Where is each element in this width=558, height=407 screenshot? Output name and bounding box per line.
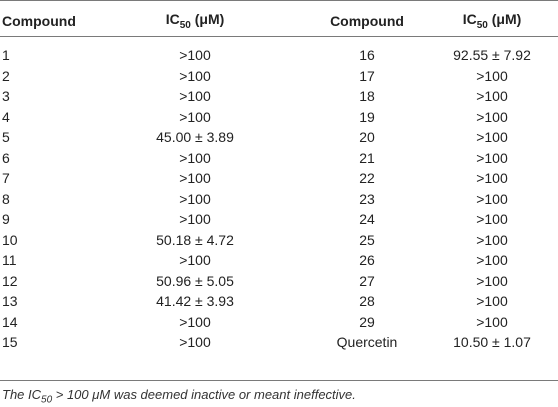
table-row: 5 45.00 ± 3.89 20 >100 bbox=[0, 127, 558, 148]
ic50-cell: >100 bbox=[476, 293, 508, 310]
ic50-cell: >100 bbox=[476, 211, 508, 228]
ic50-table: Compound IC50 (μM) Compound IC50 (μM) 1 >… bbox=[0, 5, 558, 356]
compound-cell: 6 bbox=[2, 149, 10, 166]
ic50-cell: >100 bbox=[179, 47, 211, 64]
table-row: 1 >100 16 92.55 ± 7.92 bbox=[0, 37, 558, 66]
ic50-cell: >100 bbox=[476, 231, 508, 248]
compound-cell: 1 bbox=[2, 47, 10, 64]
ic50-cell: >100 bbox=[476, 129, 508, 146]
table-row: 2 >100 17 >100 bbox=[0, 66, 558, 87]
header-compound-left: Compound bbox=[2, 12, 76, 29]
ic50-cell: >100 bbox=[476, 67, 508, 84]
ic50-cell: >100 bbox=[179, 170, 211, 187]
ic50-cell: 10.50 ± 1.07 bbox=[453, 334, 531, 351]
table-row: 4 >100 19 >100 bbox=[0, 107, 558, 128]
table-row: 14 >100 29 >100 bbox=[0, 312, 558, 333]
compound-cell: 15 bbox=[2, 334, 18, 351]
table-row: 13 41.42 ± 3.93 28 >100 bbox=[0, 291, 558, 312]
compound-cell: 23 bbox=[359, 190, 375, 207]
header-row: Compound IC50 (μM) Compound IC50 (μM) bbox=[0, 5, 558, 37]
table-row: 8 >100 23 >100 bbox=[0, 189, 558, 210]
compound-cell: 18 bbox=[359, 88, 375, 105]
compound-cell: 28 bbox=[359, 293, 375, 310]
compound-cell: 10 bbox=[2, 231, 18, 248]
ic50-cell: >100 bbox=[179, 313, 211, 330]
table-footnote: The IC50 > 100 μM was deemed inactive or… bbox=[2, 387, 356, 406]
compound-cell: 7 bbox=[2, 170, 10, 187]
ic50-cell: >100 bbox=[476, 108, 508, 125]
table-row: 11 >100 26 >100 bbox=[0, 250, 558, 271]
compound-cell: Quercetin bbox=[336, 334, 398, 351]
compound-cell: 12 bbox=[2, 272, 18, 289]
compound-cell: 19 bbox=[359, 108, 375, 125]
compound-cell: 8 bbox=[2, 190, 10, 207]
ic50-cell: 92.55 ± 7.92 bbox=[453, 47, 531, 64]
compound-cell: 17 bbox=[359, 67, 375, 84]
compound-cell: 9 bbox=[2, 211, 10, 228]
ic50-cell: >100 bbox=[179, 190, 211, 207]
compound-cell: 2 bbox=[2, 67, 10, 84]
compound-cell: 22 bbox=[359, 170, 375, 187]
compound-cell: 25 bbox=[359, 231, 375, 248]
table-row: 15 >100 Quercetin 10.50 ± 1.07 bbox=[0, 332, 558, 356]
compound-cell: 27 bbox=[359, 272, 375, 289]
compound-cell: 3 bbox=[2, 88, 10, 105]
compound-cell: 26 bbox=[359, 252, 375, 269]
table-top-rule bbox=[0, 0, 558, 1]
ic50-cell: 41.42 ± 3.93 bbox=[156, 293, 234, 310]
ic50-cell: >100 bbox=[179, 252, 211, 269]
table-row: 12 50.96 ± 5.05 27 >100 bbox=[0, 271, 558, 292]
header-ic50-left: IC50 (μM) bbox=[165, 10, 225, 31]
compound-cell: 14 bbox=[2, 313, 18, 330]
compound-cell: 20 bbox=[359, 129, 375, 146]
compound-cell: 4 bbox=[2, 108, 10, 125]
ic50-cell: >100 bbox=[476, 313, 508, 330]
ic50-cell: >100 bbox=[179, 149, 211, 166]
table-row: 10 50.18 ± 4.72 25 >100 bbox=[0, 230, 558, 251]
header-ic50-right: IC50 (μM) bbox=[462, 10, 522, 31]
ic50-cell: >100 bbox=[179, 334, 211, 351]
table-row: 9 >100 24 >100 bbox=[0, 209, 558, 230]
ic50-cell: >100 bbox=[179, 67, 211, 84]
table-row: 7 >100 22 >100 bbox=[0, 168, 558, 189]
ic50-cell: >100 bbox=[179, 88, 211, 105]
header-compound-right: Compound bbox=[330, 12, 404, 29]
ic50-cell: >100 bbox=[476, 149, 508, 166]
compound-cell: 5 bbox=[2, 129, 10, 146]
ic50-cell: >100 bbox=[179, 211, 211, 228]
table-row: 6 >100 21 >100 bbox=[0, 148, 558, 169]
ic50-cell: >100 bbox=[476, 170, 508, 187]
ic50-cell: >100 bbox=[179, 108, 211, 125]
ic50-cell: >100 bbox=[476, 272, 508, 289]
compound-cell: 29 bbox=[359, 313, 375, 330]
compound-cell: 11 bbox=[2, 252, 17, 269]
compound-cell: 24 bbox=[359, 211, 375, 228]
ic50-cell: >100 bbox=[476, 252, 508, 269]
ic50-cell: >100 bbox=[476, 88, 508, 105]
compound-cell: 16 bbox=[359, 47, 375, 64]
compound-cell: 13 bbox=[2, 293, 18, 310]
ic50-cell: 50.96 ± 5.05 bbox=[156, 272, 234, 289]
ic50-cell: 45.00 ± 3.89 bbox=[156, 129, 234, 146]
compound-cell: 21 bbox=[359, 149, 375, 166]
table-row: 3 >100 18 >100 bbox=[0, 86, 558, 107]
table-bottom-rule bbox=[0, 380, 558, 381]
ic50-cell: >100 bbox=[476, 190, 508, 207]
ic50-cell: 50.18 ± 4.72 bbox=[156, 231, 234, 248]
